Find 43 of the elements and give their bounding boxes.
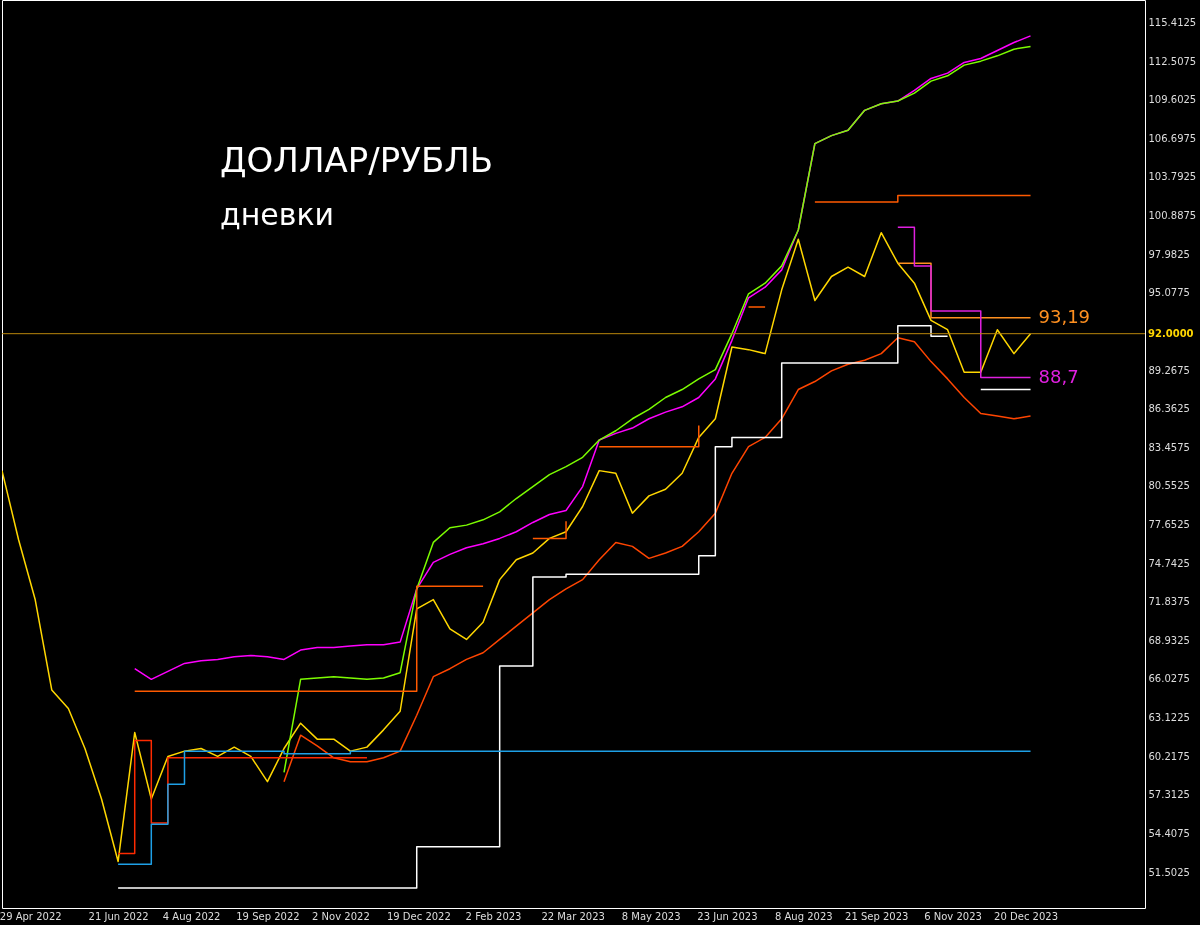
x-tick-label: 20 Dec 2023 <box>994 910 1058 922</box>
y-tick-label: 66.0275 <box>1148 673 1190 685</box>
ref-line-label: 92.0000 <box>1148 327 1194 339</box>
y-tick-label: 60.2175 <box>1148 750 1190 762</box>
annotation: 88,7 <box>1038 365 1079 387</box>
x-tick-label: 21 Jun 2022 <box>88 910 149 922</box>
x-tick-label: 22 Mar 2023 <box>541 910 605 922</box>
y-tick-label: 77.6525 <box>1148 518 1190 530</box>
x-tick-label: 2 Feb 2023 <box>465 910 522 922</box>
x-tick-label: 4 Aug 2022 <box>162 910 221 922</box>
y-tick-label: 103.7925 <box>1148 171 1197 183</box>
line-series <box>2 231 1032 863</box>
y-tick-label: 106.6975 <box>1148 132 1197 144</box>
y-tick-label: 100.8875 <box>1148 210 1197 222</box>
x-tick-label: 8 May 2023 <box>621 910 681 922</box>
x-tick-label: 21 Sep 2023 <box>845 910 909 922</box>
y-tick-label: 71.8375 <box>1148 596 1190 608</box>
y-tick-label: 63.1225 <box>1148 712 1190 724</box>
y-tick-label: 112.5075 <box>1148 55 1197 67</box>
y-tick-label: 86.3625 <box>1148 403 1190 415</box>
x-tick-label: 19 Dec 2022 <box>386 910 451 922</box>
y-tick-label: 97.9825 <box>1148 248 1190 260</box>
annotation: 93,19 <box>1038 305 1091 327</box>
y-tick-label: 54.4075 <box>1148 827 1190 839</box>
x-tick-label: 6 Nov 2023 <box>924 910 982 922</box>
text: дневки <box>220 197 335 232</box>
y-tick-label: 57.3125 <box>1148 789 1190 801</box>
x-tick-label: 23 Jun 2023 <box>697 910 758 922</box>
y-tick-label: 83.4575 <box>1148 441 1190 453</box>
y-tick-label: 80.5525 <box>1148 480 1190 492</box>
x-tick-label: 19 Sep 2022 <box>236 910 300 922</box>
y-tick-label: 109.6025 <box>1148 94 1197 106</box>
x-tick-label: 2 Nov 2022 <box>312 910 370 922</box>
y-tick-label: 115.4125 <box>1148 16 1197 28</box>
y-tick-label: 74.7425 <box>1148 557 1190 569</box>
x-tick-label: 8 Aug 2023 <box>774 910 833 922</box>
y-tick-label: 89.2675 <box>1148 364 1190 376</box>
y-tick-label: 51.5025 <box>1148 866 1190 878</box>
line-series <box>283 336 1032 783</box>
x-tick-label: 29 Apr 2022 <box>0 910 62 922</box>
y-tick-label: 95.0775 <box>1148 287 1190 299</box>
text: ДОЛЛАР/РУБЛЬ <box>220 140 494 180</box>
y-tick-label: 68.9325 <box>1148 634 1190 646</box>
